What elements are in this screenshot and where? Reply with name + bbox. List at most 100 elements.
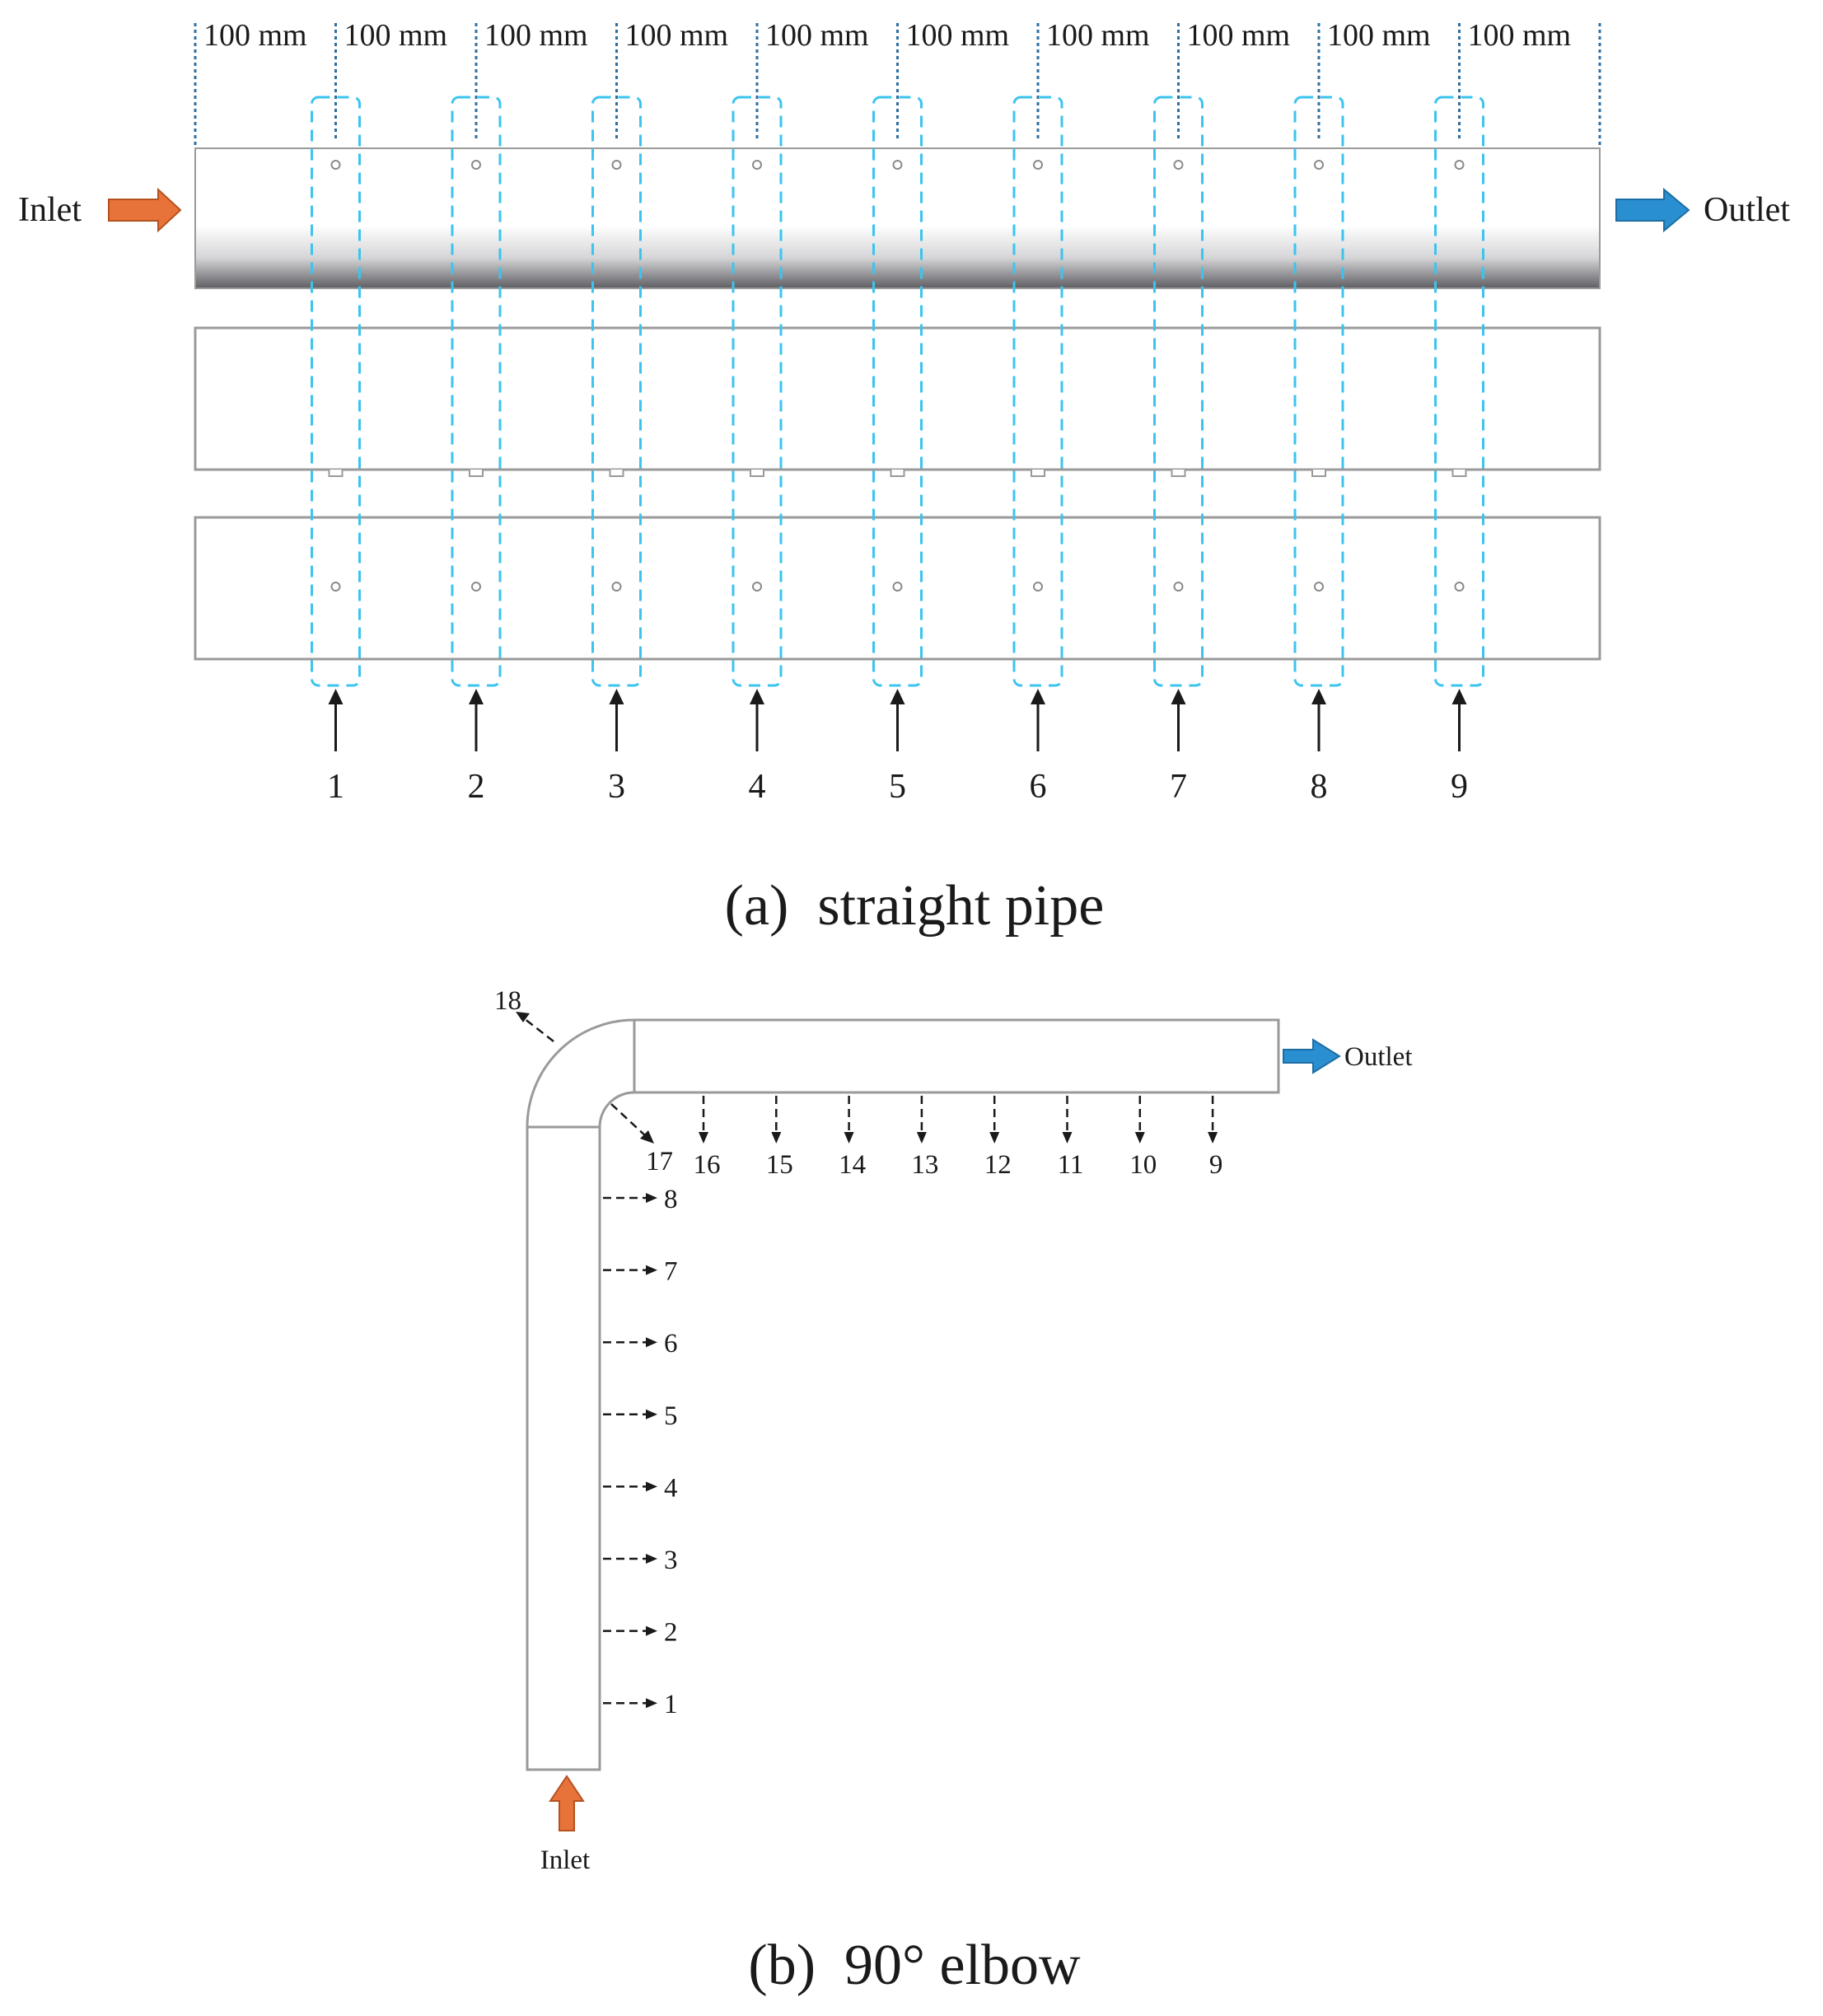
probe-column: 1 [311,96,361,806]
position-number: 7 [1170,768,1187,806]
probe-column: 2 [451,96,502,806]
probe-arrowhead [646,1481,657,1492]
outlet-arrow-b [1283,1038,1341,1074]
vertical-probe: 7 [603,1257,678,1287]
probe-hole-bottom [1454,582,1465,592]
probe-hole-bottom [1314,582,1324,592]
position-arrow-head [1171,689,1186,704]
probe-number: 2 [664,1618,678,1648]
probe-port-notch [750,470,764,477]
probe-port-notch [890,470,905,477]
probe-hole-top [1454,160,1465,170]
spacing-label: 100 mm [1046,18,1150,53]
probe-column: 5 [872,96,923,806]
bend-outer-label: 18 [494,986,521,1016]
horizontal-probe: 13 [911,1096,938,1180]
position-number: 9 [1451,768,1468,806]
probe-arrowhead [1134,1132,1145,1144]
position-arrow-head [469,689,484,704]
horizontal-probe: 10 [1129,1096,1157,1180]
probe-port-notch [469,470,484,477]
probe-hole-bottom [752,582,762,592]
outlet-label: Outlet [1704,191,1790,229]
spacing-label: 100 mm [1187,18,1291,53]
horizontal-probe: 12 [984,1096,1012,1180]
probe-number: 16 [694,1150,721,1180]
vertical-probe: 5 [603,1401,678,1431]
outlet-arrow [1615,187,1690,233]
spacing-label: 100 mm [484,18,588,53]
probe-hole-bottom [1033,582,1043,592]
spacing-label: 100 mm [625,18,729,53]
probe-window [1012,96,1063,687]
probe-arrowhead [699,1132,708,1144]
probe-port-notch [328,470,344,477]
caption-a: (a) straight pipe [725,874,1105,938]
probe-number: 15 [766,1150,793,1180]
vertical-probe: 2 [603,1618,678,1648]
inlet-label-b: Inlet [540,1845,590,1875]
probe-window [732,96,783,687]
probe-arrowhead [646,1409,657,1420]
probe-arrowhead [916,1132,927,1144]
position-number: 8 [1311,768,1328,806]
probe-window [451,96,502,687]
probe-hole-top [611,160,622,170]
position-number: 4 [749,768,766,806]
spacing-label: 100 mm [1327,18,1431,53]
probe-arrowhead [1208,1132,1218,1144]
probe-port-notch [1171,470,1186,477]
inlet-label: Inlet [18,191,82,229]
probe-number: 13 [911,1150,938,1180]
horizontal-probe: 16 [694,1096,721,1180]
vertical-probe: 3 [603,1546,678,1575]
bend-inner-marker: 17 [610,1103,673,1176]
probe-hole-top [1033,160,1043,170]
probe-arrowhead [771,1132,782,1144]
vertical-probe-marks: 1 2 3 4 5 6 7 8 [603,1185,678,1719]
probe-window [872,96,923,687]
vertical-probe: 4 [603,1473,678,1503]
horizontal-probe: 14 [839,1096,866,1180]
probe-number: 7 [664,1257,678,1287]
horizontal-probe: 15 [766,1096,793,1180]
probe-arrowhead [646,1337,657,1348]
probe-number: 11 [1058,1150,1084,1180]
probe-arrowhead [844,1132,854,1144]
bend-inner-label: 17 [646,1147,673,1176]
probe-arrowhead [646,1554,657,1564]
probe-window [311,96,361,687]
probe-number: 14 [839,1150,866,1180]
probe-column: 6 [1012,96,1063,806]
probe-hole-top [752,160,762,170]
horizontal-probe-marks: 16 15 14 13 12 11 10 9 [694,1096,1222,1180]
probe-window [1293,96,1344,687]
probe-hole-bottom [611,582,622,592]
spacing-label: 100 mm [765,18,869,53]
pipe-side-view [194,326,1601,471]
position-arrow-head [609,689,624,704]
position-arrow-head [1031,689,1045,704]
probe-hole-bottom [471,582,481,592]
probe-column: 8 [1293,96,1344,806]
probe-hole-bottom [892,582,903,592]
elbow-pipe-outline [526,1018,1280,1771]
probe-port-notch [1311,470,1326,477]
vertical-probe: 6 [603,1329,678,1359]
pipe-3d-view [194,147,1601,289]
probe-window [1434,96,1484,687]
probe-number: 10 [1129,1150,1157,1180]
probe-column: 9 [1434,96,1484,806]
probe-number: 12 [984,1150,1012,1180]
probe-arrowhead [646,1265,657,1275]
probe-columns: 1 2 3 4 5 6 7 8 9 [311,96,1484,806]
position-number: 6 [1030,768,1047,806]
probe-hole-top [471,160,481,170]
probe-number: 8 [664,1185,678,1214]
probe-arrowhead [1062,1132,1073,1144]
probe-number: 5 [664,1401,678,1431]
position-arrow-head [890,689,905,704]
horizontal-probe: 9 [1208,1096,1222,1180]
